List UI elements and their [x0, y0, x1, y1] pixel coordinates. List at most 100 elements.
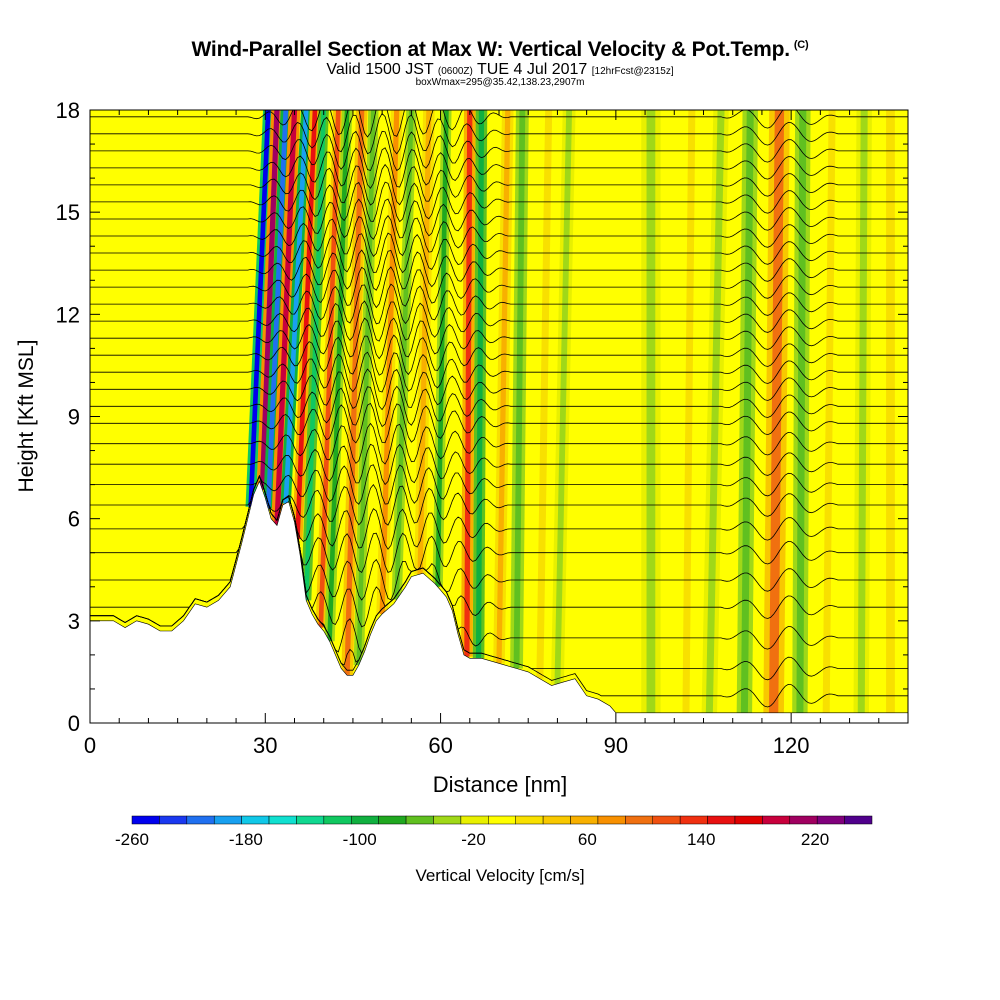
velocity-band-core [295, 110, 318, 540]
y-tick-label: 15 [56, 200, 80, 225]
chart-subtitle: Valid 1500 JST (0600Z) TUE 4 Jul 2017 [1… [0, 61, 1000, 79]
colorbar-tick-label: -180 [229, 830, 263, 849]
theta-contour [90, 443, 908, 486]
y-axis-label: Height [Kft MSL] [15, 340, 38, 493]
colorbar-tick-label: 60 [578, 830, 597, 849]
y-tick-label: 0 [68, 711, 80, 736]
velocity-band-core [646, 110, 656, 713]
theta-contour [90, 464, 908, 505]
valid-date: TUE 4 Jul 2017 [477, 61, 588, 78]
velocity-band-core [496, 110, 511, 664]
x-tick-label: 120 [773, 733, 810, 758]
velocity-band-core [248, 110, 271, 507]
box-info: boxWmax=295@35.42,138.23,2907m [415, 77, 585, 88]
theta-contour [90, 249, 908, 291]
theta-contour [90, 385, 908, 428]
colorbar-tick-label: -20 [461, 830, 486, 849]
theta-contour [90, 215, 908, 257]
colorbar-swatch [433, 815, 462, 825]
axes: 0 30 60 90 120 0 3 6 9 12 15 18 [56, 98, 909, 758]
theta-contour [90, 110, 908, 138]
plot-area [90, 110, 908, 723]
velocity-band-core [705, 110, 725, 713]
theta-contour [90, 474, 908, 601]
velocity-band-core [536, 110, 553, 679]
velocity-band-core [740, 110, 754, 713]
colorbar-swatch [488, 815, 516, 825]
colorbar-swatch [131, 815, 160, 825]
theta-contour [90, 163, 908, 206]
velocity-band-core [356, 110, 376, 666]
colorbar-swatch [268, 815, 297, 825]
colorbar-label: Vertical Velocity [cm/s] [415, 866, 584, 885]
theta-contour [90, 368, 908, 411]
colorbar-swatch [679, 815, 708, 825]
velocity-band-core [857, 110, 868, 713]
velocity-band-core [822, 110, 836, 713]
colorbar-tick-label: 220 [801, 830, 829, 849]
colorbar-swatch [323, 815, 352, 825]
colorbar-tick-label: 140 [687, 830, 715, 849]
velocity-band-core [303, 110, 327, 601]
theta-contour [90, 422, 908, 465]
y-tick-label: 18 [56, 98, 80, 123]
chart-title: Wind-Parallel Section at Max W: Vertical… [0, 38, 1000, 62]
velocity-band-core [796, 110, 807, 713]
theta-contour [90, 300, 908, 342]
colorbar-swatch [351, 815, 379, 825]
colorbar-swatch [597, 815, 626, 825]
colorbar-swatch [378, 815, 407, 825]
x-tick-label: 60 [428, 733, 452, 758]
colorbar-swatch [186, 815, 215, 825]
velocity-band-core [682, 110, 696, 713]
velocity-band-core [344, 110, 365, 676]
colorbar-swatch [405, 815, 434, 825]
valid-zulu: (0600Z) [437, 66, 473, 77]
x-tick-label: 90 [604, 733, 628, 758]
copyright-mark: (C) [793, 39, 809, 51]
colorbar-swatch [652, 815, 681, 825]
theta-contour [90, 283, 908, 325]
velocity-band-core [475, 110, 485, 659]
theta-contour [90, 474, 908, 526]
velocity-band-core [554, 110, 573, 684]
colorbar-swatch [816, 815, 845, 825]
velocity-band-core [274, 110, 298, 526]
colorbar-swatch [789, 815, 818, 825]
colorbar-swatch [213, 815, 242, 825]
theta-contour [90, 334, 908, 376]
colorbar-swatch [542, 815, 571, 825]
colorbar-swatch [707, 815, 736, 825]
velocity-band-core [417, 110, 432, 575]
theta-contour [90, 317, 908, 360]
theta-contour [90, 474, 908, 628]
y-tick-label: 6 [68, 507, 80, 532]
theta-contour [90, 351, 908, 393]
colorbar-tick-label: -260 [115, 830, 149, 849]
theta-contour [90, 232, 908, 274]
velocity-band-core [435, 110, 449, 587]
velocity-band-core [379, 110, 400, 615]
theta-contour [90, 474, 908, 573]
colorbar-tick-label: -100 [343, 830, 377, 849]
velocity-band-core [886, 110, 895, 713]
velocity-band-core [265, 110, 289, 509]
y-tick-label: 3 [68, 609, 80, 634]
velocity-band-core [259, 110, 280, 490]
valid-time: Valid 1500 JST [326, 61, 434, 78]
velocity-band-core [283, 110, 309, 504]
y-tick-label: 12 [56, 302, 80, 327]
colorbar: -260 -180 -100 -20 60 140 220 [115, 815, 873, 849]
x-tick-label: 30 [253, 733, 277, 758]
colorbar-swatch [241, 815, 270, 825]
terrain [90, 480, 908, 723]
forecast-info: [12hrFcst@2315z] [591, 66, 674, 77]
theta-contour [90, 130, 908, 172]
colorbar-swatch [159, 815, 188, 825]
theta-contour [90, 266, 908, 309]
theta-contour [90, 112, 908, 155]
velocity-band-core [768, 110, 785, 713]
theta-contour [90, 147, 908, 189]
theta-contour [90, 198, 908, 240]
